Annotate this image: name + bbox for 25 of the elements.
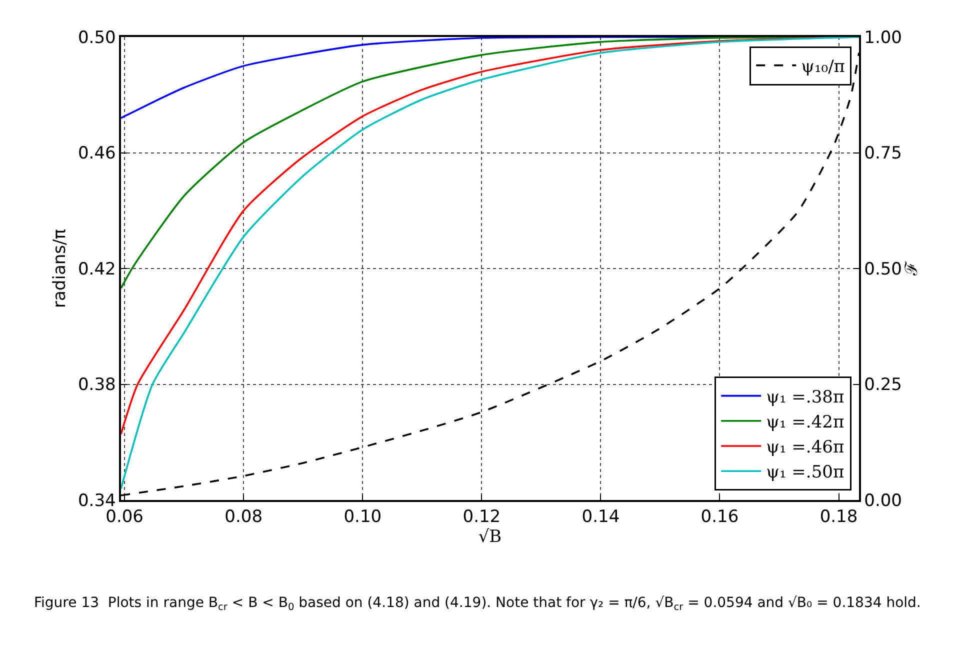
legend-label: ψ₁ =.38π — [766, 387, 844, 408]
y2-axis-title: ℱ — [902, 260, 922, 276]
y2-tick-label: 1.00 — [864, 28, 902, 48]
y-tick-label: 0.46 — [78, 144, 116, 164]
y2-tick-label: 0.50 — [864, 259, 902, 280]
y-tick-label: 0.50 — [78, 28, 116, 48]
x-tick-label: 0.14 — [582, 507, 620, 528]
x-tick-label: 0.12 — [462, 507, 501, 528]
x-tick-label: 0.08 — [224, 507, 263, 528]
x-tick-label: 0.16 — [700, 507, 739, 528]
legend-label: ψ₁ =.46π — [766, 438, 844, 458]
y-tick-label: 0.42 — [78, 259, 116, 280]
caption: Figure 13 Plots in range B$_{cr}$ < B < B$_{0}$ based on (4.18) and (4.19). Note that for γ₂ = π/6, √B$_{cr}$ = 0.0594 and √B₀ = 0.1834 hold. — [34, 595, 921, 613]
y-axis-title: radians/π — [50, 229, 70, 308]
y2-tick-label: 0.75 — [864, 144, 902, 164]
x-tick-label: 0.06 — [106, 507, 144, 528]
y2-tick-label: 0.00 — [864, 490, 902, 511]
y-tick-label: 0.38 — [78, 375, 116, 396]
legend-label: ψ₁ =.42π — [766, 412, 844, 433]
x-axis-title: √B — [478, 527, 502, 548]
legend-label: ψ₁ =.50π — [766, 462, 844, 483]
x-tick-label: 0.10 — [344, 507, 382, 528]
x-tick-label: 0.18 — [820, 507, 858, 528]
y2-tick-label: 0.25 — [864, 375, 902, 396]
legend-label: ψ₁₀/π — [801, 56, 845, 77]
